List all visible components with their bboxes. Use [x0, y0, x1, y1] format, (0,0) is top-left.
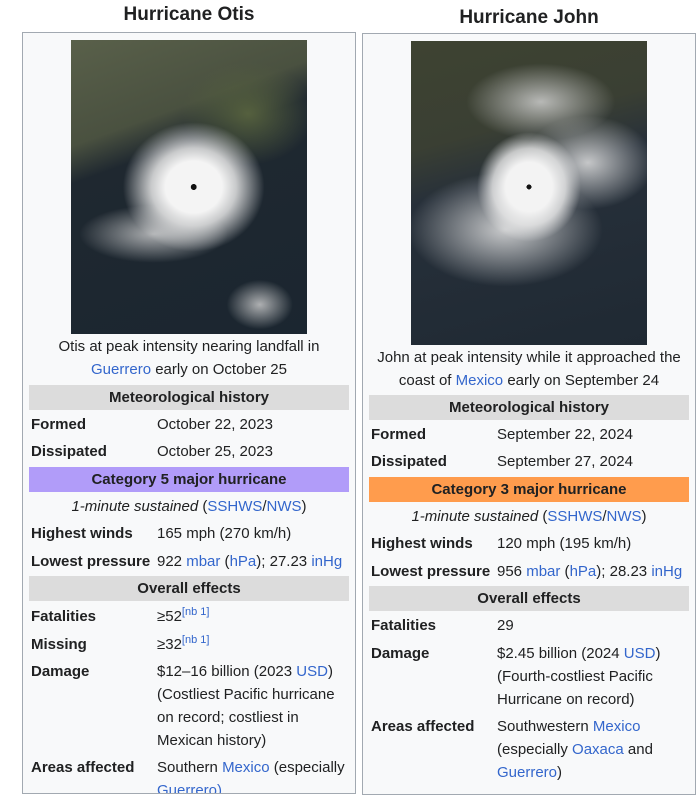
john-overall-effects-header: Overall effects: [369, 586, 689, 611]
guerrero-link[interactable]: Guerrero: [497, 764, 558, 781]
sshws-link[interactable]: SSHWS: [207, 498, 263, 515]
john-category-banner[interactable]: Category 3 major hurricane: [369, 477, 689, 502]
otis-title: Hurricane Otis: [123, 4, 255, 25]
john-sustained-line: 1-minute sustained (SSHWS/NWS): [411, 508, 647, 525]
oaxaca-link[interactable]: Oaxaca: [572, 741, 624, 758]
nws-link[interactable]: NWS: [606, 508, 642, 525]
note-link[interactable]: [nb 1]: [181, 606, 210, 618]
john-caption: John at peak intensity while it approach…: [377, 349, 681, 389]
hpa-link[interactable]: hPa: [229, 553, 257, 570]
otis-overall-effects-header: Overall effects: [29, 576, 349, 601]
john-met-history-header: Meteorological history: [369, 395, 689, 420]
otis-satellite-image[interactable]: [71, 40, 307, 334]
mexico-link[interactable]: Mexico: [592, 718, 641, 735]
sshws-link[interactable]: SSHWS: [547, 508, 603, 525]
usd-link[interactable]: USD: [296, 663, 328, 680]
nws-link[interactable]: NWS: [266, 498, 302, 515]
john-infobox: John at peak intensity while it approach…: [362, 33, 696, 795]
guerrero-link[interactable]: Guerrero: [91, 361, 152, 378]
inhg-link[interactable]: inHg: [311, 553, 343, 570]
otis-caption: Otis at peak intensity nearing landfall …: [58, 338, 320, 378]
note-link[interactable]: [nb 1]: [181, 634, 210, 646]
guerrero-link[interactable]: Guerrero): [157, 782, 223, 794]
john-title: Hurricane John: [459, 7, 599, 28]
mexico-link[interactable]: Mexico: [222, 759, 270, 776]
otis-infobox: Otis at peak intensity nearing landfall …: [22, 32, 356, 794]
john-satellite-image[interactable]: [411, 41, 647, 345]
mbar-link[interactable]: mbar: [526, 563, 561, 580]
mbar-link[interactable]: mbar: [186, 553, 221, 570]
otis-category-banner[interactable]: Category 5 major hurricane: [29, 467, 349, 492]
inhg-link[interactable]: inHg: [651, 563, 683, 580]
usd-link[interactable]: USD: [623, 645, 656, 662]
otis-met-history-header: Meteorological history: [29, 385, 349, 410]
otis-sustained-line: 1-minute sustained (SSHWS/NWS): [71, 498, 307, 515]
mexico-link[interactable]: Mexico: [455, 372, 504, 389]
hpa-link[interactable]: hPa: [569, 563, 597, 580]
